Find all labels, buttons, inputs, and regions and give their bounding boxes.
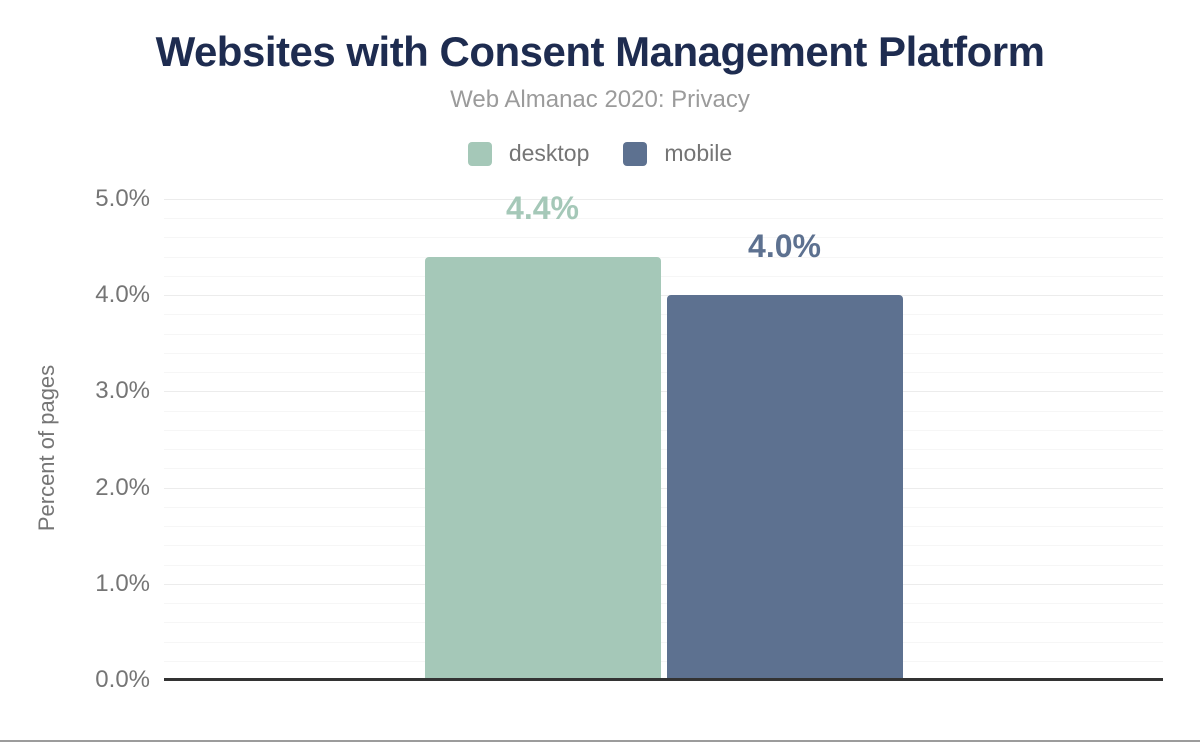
minor-gridline	[164, 660, 1163, 662]
y-axis-tick-labels: 0.0% 1.0% 2.0% 3.0% 4.0% 5.0%	[60, 185, 150, 693]
legend-swatch-icon	[623, 141, 648, 166]
y-tick-label: 1.0%	[95, 569, 150, 597]
minor-gridline	[164, 506, 1163, 508]
minor-gridline	[164, 275, 1163, 277]
plot-area: 4.4% 4.0%	[164, 190, 1163, 681]
minor-gridline	[164, 603, 1163, 605]
bar-desktop[interactable]	[424, 256, 661, 680]
bar-value-label-desktop: 4.4%	[506, 189, 579, 226]
legend: desktop mobile	[0, 140, 1200, 167]
major-gridline	[164, 295, 1163, 297]
y-tick-label: 4.0%	[95, 281, 150, 309]
major-gridline	[164, 487, 1163, 489]
minor-gridline	[164, 333, 1163, 335]
bar-mobile[interactable]	[666, 295, 903, 680]
legend-swatch-icon	[467, 141, 492, 166]
minor-gridline	[164, 429, 1163, 431]
legend-label: desktop	[508, 140, 590, 166]
y-axis-title: Percent of pages	[34, 364, 59, 532]
minor-gridline	[164, 545, 1163, 547]
minor-gridline	[164, 468, 1163, 470]
major-gridline	[164, 583, 1163, 585]
legend-item-desktop[interactable]: desktop	[467, 140, 590, 167]
legend-label: mobile	[664, 140, 733, 166]
major-gridline	[164, 199, 1163, 200]
chart-subtitle: Web Almanac 2020: Privacy	[450, 86, 750, 113]
minor-gridline	[164, 372, 1163, 374]
y-tick-label: 0.0%	[95, 666, 150, 693]
y-tick-label: 3.0%	[95, 377, 150, 405]
minor-gridline	[164, 352, 1163, 354]
minor-gridline	[164, 622, 1163, 624]
minor-gridline	[164, 449, 1163, 451]
bar-value-label-mobile: 4.0%	[748, 228, 821, 265]
y-tick-label: 5.0%	[95, 185, 150, 212]
minor-gridline	[164, 410, 1163, 412]
minor-gridline	[164, 218, 1163, 220]
y-tick-label: 2.0%	[95, 473, 150, 501]
chart-title: Websites with Consent Management Platfor…	[155, 28, 1045, 75]
minor-gridline	[164, 314, 1163, 316]
x-axis-line	[164, 678, 1163, 681]
minor-gridline	[164, 641, 1163, 643]
minor-gridline	[164, 237, 1163, 239]
minor-gridline	[164, 256, 1163, 258]
minor-gridline	[164, 564, 1163, 566]
minor-gridline	[164, 526, 1163, 528]
major-gridline	[164, 391, 1163, 393]
legend-item-mobile[interactable]: mobile	[623, 140, 732, 167]
